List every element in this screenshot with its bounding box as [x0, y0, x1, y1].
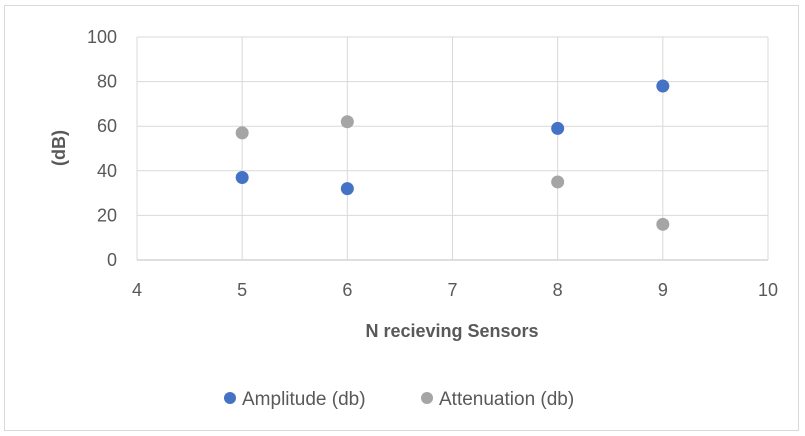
gridlines [136, 36, 769, 261]
attenuation-point [340, 115, 354, 129]
amplitude-point [340, 182, 354, 196]
y-axis-title: (dB) [49, 130, 69, 166]
x-axis-title: N recieving Sensors [365, 321, 538, 341]
y-tick-label: 100 [87, 27, 117, 47]
y-axis-ticks: 0 20 40 60 80 100 [87, 27, 117, 270]
y-tick-label: 0 [107, 250, 117, 270]
amplitude-point [235, 170, 249, 184]
x-tick-label: 9 [658, 280, 668, 300]
x-tick-label: 10 [758, 280, 778, 300]
legend: Amplitude (db) Attenuation (db) [224, 389, 574, 410]
legend-label-amplitude: Amplitude (db) [242, 389, 366, 410]
x-tick-label: 6 [342, 280, 352, 300]
y-tick-label: 60 [97, 116, 117, 136]
attenuation-point [656, 217, 670, 231]
y-tick-label: 80 [97, 72, 117, 92]
amplitude-point [656, 79, 670, 93]
y-tick-label: 40 [97, 161, 117, 181]
legend-marker-amplitude [224, 392, 236, 404]
x-tick-label: 4 [132, 280, 142, 300]
attenuation-point [235, 126, 249, 140]
y-tick-label: 20 [97, 205, 117, 225]
x-tick-label: 5 [237, 280, 247, 300]
x-tick-label: 7 [447, 280, 457, 300]
x-axis-ticks: 4 5 6 7 8 9 10 [132, 280, 778, 300]
x-tick-label: 8 [553, 280, 563, 300]
attenuation-point [551, 175, 565, 189]
amplitude-point [551, 121, 565, 135]
legend-marker-attenuation [421, 392, 433, 404]
data-points [235, 79, 670, 231]
legend-label-attenuation: Attenuation (db) [439, 389, 574, 410]
